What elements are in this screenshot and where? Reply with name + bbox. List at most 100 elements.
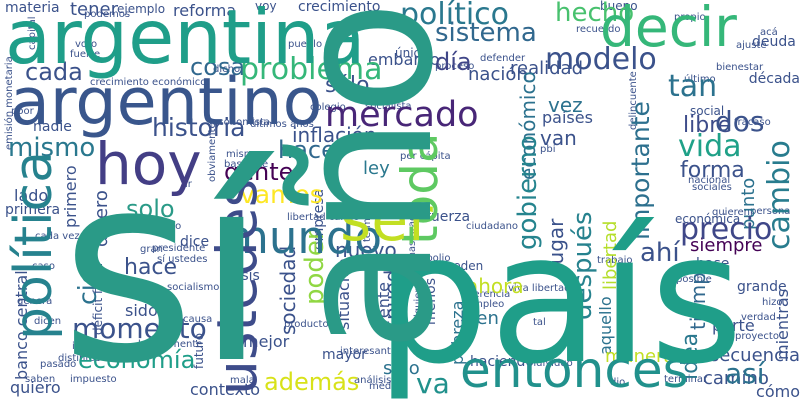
word-colegio: colegio — [310, 102, 346, 113]
word-modelo: modelo — [545, 42, 657, 77]
word-mejor: mejor — [243, 332, 290, 351]
word-gente: gente — [224, 158, 294, 186]
word-empleo: empleo — [467, 299, 505, 310]
word-forma: forma — [680, 158, 745, 183]
word-fuerza: fuerza — [426, 209, 471, 225]
word-bastante: bastante — [224, 159, 269, 170]
word-base: base — [696, 256, 730, 272]
word-politica: política — [4, 150, 64, 340]
word-dia: día — [435, 48, 472, 76]
word-dos: dos — [715, 105, 765, 138]
word-hacer: hacer — [278, 136, 346, 164]
word-politico: político — [400, 0, 510, 32]
word-si-ustedes: sí ustedes — [157, 254, 208, 265]
word-ultimos-anos: últimos años — [250, 119, 314, 130]
word-pueblo: pueblo — [288, 39, 323, 50]
word-poor: poor — [11, 106, 34, 117]
word-van: van — [540, 126, 577, 150]
word-voy: voy — [255, 0, 277, 13]
word-decada: década — [748, 71, 800, 87]
word-causa: causa — [183, 314, 213, 325]
word-defender: defender — [480, 53, 526, 64]
word-consecuencia: consecuencia — [677, 345, 800, 366]
word-pesar: pesar — [128, 214, 156, 225]
word-pais: país — [375, 195, 744, 400]
word-haciendo: haciendo — [470, 354, 534, 370]
word-ahora: ahora — [466, 274, 524, 298]
word-recuerdo: recuerdo — [576, 24, 621, 35]
word-fracaso: fracaso — [734, 117, 771, 128]
word-saben: saben — [25, 374, 56, 385]
word-per-capita: per cápita — [400, 151, 451, 162]
word-dio: dio — [610, 377, 626, 388]
word-ingreso: ingreso — [72, 341, 109, 352]
word-ademas: además — [264, 368, 360, 396]
word-sido: sido — [125, 301, 158, 320]
word-socialismo: socialismo — [167, 282, 220, 293]
word-decir: decir — [600, 0, 737, 59]
word-argentino: argentino — [10, 65, 323, 140]
word-ajuste: ajuste — [736, 40, 767, 51]
word-ley: ley — [363, 158, 390, 179]
word-unico: único — [395, 46, 428, 60]
word-persona: persona — [750, 206, 791, 217]
word-medio: medio — [369, 381, 401, 392]
word-chico: chico — [155, 221, 182, 232]
word-ultimo: último — [684, 74, 716, 85]
word-mala: mala — [230, 375, 255, 386]
word-caso: caso — [32, 261, 55, 272]
word-economica: económica — [675, 212, 741, 226]
word-quieren: quieren — [712, 207, 750, 218]
word-bienestar: bienestar — [716, 62, 764, 73]
word-hoy: hoy — [95, 130, 202, 198]
word-socialista: socialista — [365, 101, 412, 112]
word-argentina: argentina — [5, 0, 366, 81]
word-reforma: reforma — [173, 1, 237, 20]
word-economia: economía — [78, 346, 196, 374]
word-pasado: pasado — [40, 359, 77, 370]
word-ir: ir — [185, 179, 192, 190]
word-mayor: mayor — [322, 347, 367, 363]
word-quiero: quiero — [10, 378, 61, 397]
word-asi: así — [725, 357, 765, 390]
word-ano: año — [254, 0, 475, 354]
word-trabajo: trabajo — [597, 255, 633, 266]
word-pbi: pbi — [540, 144, 556, 155]
word-distintos: distintos — [58, 353, 101, 364]
word-propio: propio — [674, 12, 706, 23]
word-basicamente: básicamente — [138, 339, 203, 350]
word-camino: camino — [703, 368, 769, 389]
word-posible: posible — [676, 274, 712, 285]
word-ciudadano: ciudadano — [466, 221, 519, 232]
word-precio: precio — [680, 212, 773, 247]
word-si: sí — [60, 119, 268, 400]
word-economista: economista — [212, 117, 271, 128]
word-realidad: realidad — [510, 58, 583, 79]
word-historia: historia — [152, 113, 246, 142]
word-sistema: sistema — [435, 18, 537, 48]
word-libre: libre — [683, 113, 732, 138]
word-cada: cada — [25, 58, 83, 86]
word-parte: parte — [712, 316, 755, 335]
word-sociales: sociales — [692, 182, 732, 193]
word-mismo: mismo — [8, 133, 96, 163]
word-paises: países — [542, 108, 593, 127]
word-nacion: nación — [468, 64, 528, 85]
word-problema: problema — [240, 52, 383, 87]
word-gran: gran — [140, 244, 163, 255]
word-pueden: pueden — [438, 259, 484, 273]
word-nacional: nacional — [688, 175, 731, 186]
word-sino: sino — [383, 358, 420, 379]
word-entonces: entonces — [460, 341, 689, 399]
word-verdad: verdad — [741, 312, 776, 323]
word-crecimiento-economico: crecimiento económico — [90, 77, 207, 88]
word-crecimiento: crecimiento — [298, 0, 381, 15]
word-proyecto: proyecto — [735, 331, 779, 342]
word-monopolio: monopolio — [398, 253, 451, 264]
word-presidente: presidente — [152, 243, 206, 254]
word-producto: producto — [284, 319, 329, 330]
word-individuo: individuo — [527, 358, 573, 369]
word-vez: vez — [548, 93, 583, 117]
word-ahi: ahí — [640, 238, 680, 268]
